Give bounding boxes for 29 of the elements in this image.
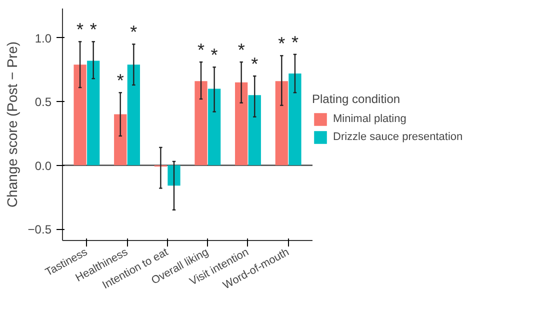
bar — [194, 81, 208, 166]
data-label: * — [116, 70, 124, 91]
legend-title: Plating condition — [312, 92, 402, 106]
bar — [127, 64, 140, 166]
data-label: * — [90, 20, 97, 40]
data-label: * — [251, 54, 258, 74]
bar — [114, 114, 127, 166]
bar — [87, 60, 100, 166]
bar — [74, 64, 86, 166]
bar — [168, 165, 180, 186]
bar — [235, 82, 248, 166]
data-label: * — [291, 32, 298, 52]
data-label: * — [278, 34, 286, 54]
y-tick-label: −0.5 — [28, 222, 52, 237]
bar — [275, 81, 288, 166]
data-label: * — [76, 20, 84, 40]
data-label: * — [238, 40, 245, 60]
y-axis-title: Change score (Post − Pre) — [4, 41, 20, 208]
bar — [208, 88, 221, 166]
bar — [288, 74, 302, 166]
bar — [248, 95, 261, 166]
legend-label: Drizzle sauce presentation — [333, 131, 463, 143]
data-label: * — [210, 45, 218, 66]
legend-label: Minimal plating — [333, 113, 406, 125]
y-tick-label: 0.5 — [34, 95, 52, 110]
y-tick-label: 1.0 — [34, 31, 52, 46]
data-label: * — [130, 22, 138, 42]
y-tick-label: 0.0 — [34, 158, 52, 173]
data-label: * — [198, 40, 205, 60]
